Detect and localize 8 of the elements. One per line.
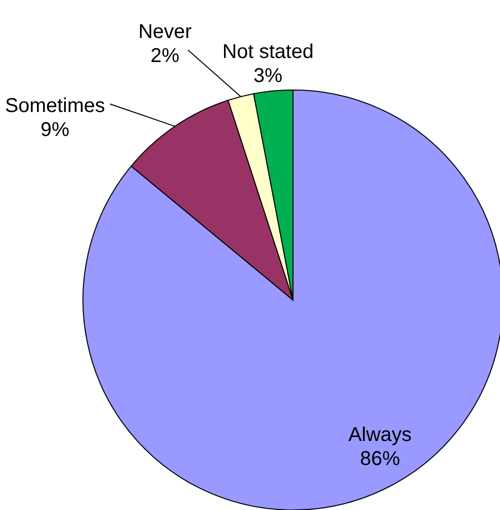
slice-label: Not stated — [222, 41, 314, 63]
slice-label: Never — [138, 21, 192, 43]
slice-label: Always — [348, 424, 412, 446]
data-label: 86% — [360, 448, 400, 470]
data-label: 3% — [254, 65, 283, 87]
data-label: 9% — [40, 119, 70, 141]
data-label: 2% — [150, 45, 180, 67]
slice-label: Sometimes — [4, 95, 106, 117]
